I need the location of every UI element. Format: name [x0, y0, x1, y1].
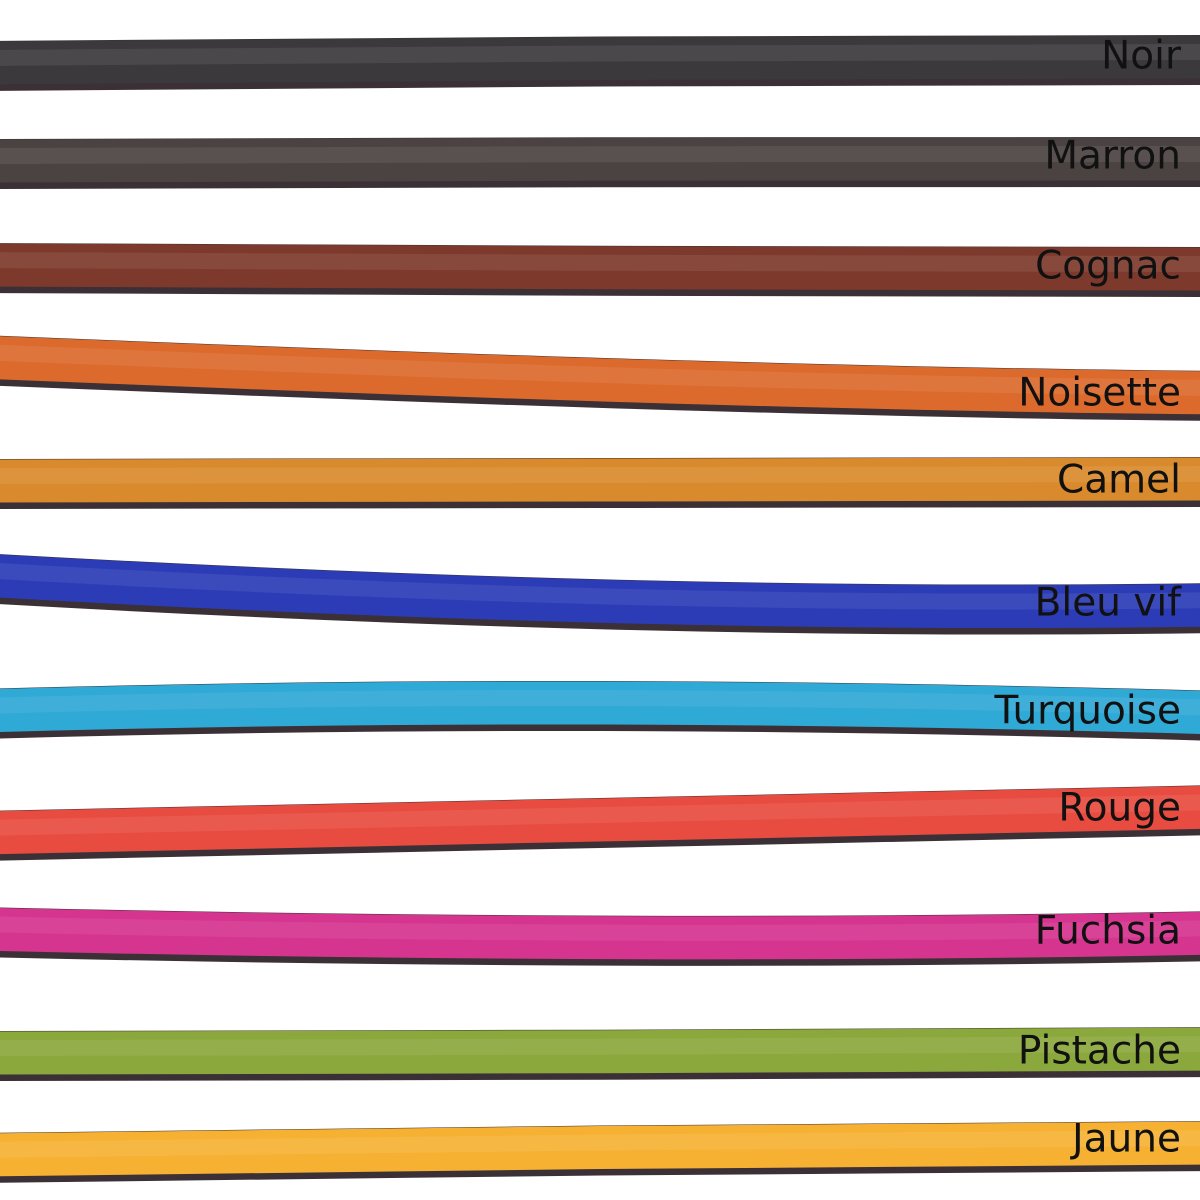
cord-sheen	[0, 44, 1200, 66]
cord-sheen	[0, 563, 1200, 610]
swatch-label: Rouge	[1058, 786, 1181, 831]
labels: Noir Marron Cognac Noisette Camel Bleu vif Tur…	[994, 34, 1183, 1162]
swatch-label: Bleu vif	[1035, 581, 1183, 626]
cord-sheen	[0, 252, 1200, 272]
cord-sheen	[0, 1130, 1200, 1158]
cord	[0, 35, 1200, 85]
swatch-label: Jaune	[1069, 1117, 1181, 1162]
cord	[0, 137, 1200, 183]
cord	[0, 785, 1200, 855]
cord	[0, 457, 1200, 503]
cord	[0, 1027, 1200, 1075]
swatch-label: Camel	[1057, 458, 1181, 503]
swatch-label: Pistache	[1018, 1029, 1181, 1074]
cord	[0, 681, 1200, 734]
cord	[0, 336, 1200, 415]
cord-sheen	[0, 344, 1200, 396]
swatch-label: Marron	[1044, 134, 1181, 179]
swatch-label: Turquoise	[994, 689, 1181, 734]
cord-sheen	[0, 466, 1200, 484]
cords	[0, 35, 1200, 1183]
swatch-label: Noisette	[1018, 371, 1181, 416]
cord-sheen	[0, 794, 1200, 836]
cord	[0, 554, 1200, 629]
cord	[0, 907, 1200, 960]
cord-sheen	[0, 689, 1200, 716]
cord-sheen	[0, 1036, 1200, 1056]
swatch-label: Fuchsia	[1035, 909, 1181, 954]
swatch-label: Noir	[1101, 34, 1182, 79]
cord	[0, 1121, 1200, 1177]
cord	[0, 243, 1200, 291]
swatch-label: Cognac	[1035, 244, 1181, 289]
cord-sheen	[0, 916, 1200, 941]
cord-sheen	[0, 146, 1200, 164]
